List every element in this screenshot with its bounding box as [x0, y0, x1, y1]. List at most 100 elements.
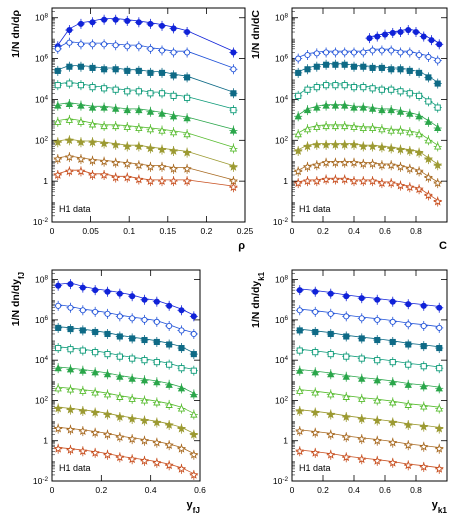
data-point — [65, 424, 76, 434]
data-point — [350, 49, 358, 56]
x-tick-label: 0.6 — [379, 226, 391, 236]
data-point — [378, 47, 385, 54]
data-point — [415, 112, 423, 120]
y-tick-label: 10-2 — [273, 217, 289, 228]
model-curve — [298, 177, 438, 201]
plot-frame — [291, 269, 448, 482]
data-point — [330, 174, 340, 184]
data-point — [378, 106, 386, 114]
y-tick-label: 104 — [275, 355, 288, 366]
data-point — [76, 137, 86, 147]
data-point — [153, 338, 160, 346]
data-point — [53, 423, 63, 433]
data-point — [66, 80, 73, 87]
data-point — [368, 141, 378, 151]
data-point — [53, 443, 63, 453]
data-point — [139, 456, 150, 465]
data-point — [414, 184, 424, 194]
data-point — [88, 120, 97, 128]
data-point — [312, 328, 319, 336]
data-point — [359, 123, 367, 132]
data-point — [64, 135, 74, 145]
y-tick-label: 106 — [275, 314, 288, 325]
y-tick-label: 104 — [35, 355, 48, 366]
data-point — [90, 448, 100, 457]
data-point — [350, 122, 358, 131]
data-point — [134, 160, 144, 170]
x-tick-label: 0.4 — [348, 485, 360, 495]
data-point — [313, 103, 321, 111]
data-point — [115, 452, 125, 462]
y-tick-label: 108 — [35, 274, 48, 285]
series-group — [53, 14, 238, 193]
data-point — [158, 126, 166, 134]
data-point — [415, 130, 423, 138]
data-point — [177, 384, 186, 392]
data-point — [177, 404, 186, 412]
x-tick-label: 0.2 — [200, 226, 212, 236]
data-point — [420, 402, 428, 410]
data-point — [55, 302, 62, 309]
data-point — [66, 63, 73, 70]
data-point — [67, 346, 74, 353]
data-point — [124, 17, 131, 24]
model-curve — [299, 369, 440, 388]
data-point — [229, 126, 238, 134]
x-tick-label: 0.8 — [410, 485, 422, 495]
model-curve — [299, 389, 440, 408]
data-point — [104, 288, 111, 295]
data-point — [170, 49, 177, 56]
data-point — [294, 130, 302, 138]
data-point — [183, 130, 191, 138]
data-point — [327, 290, 334, 297]
panel-2: 108 106 104 102 1 10-20 0.2 0.4 0.6 0.8 C 1/N dn/dC… — [250, 7, 448, 252]
data-point — [358, 159, 368, 168]
data-point — [312, 308, 319, 315]
y-tick-label: 102 — [35, 395, 48, 406]
data-point — [79, 284, 86, 291]
data-point — [349, 176, 359, 186]
y-tick-label: 106 — [35, 314, 48, 325]
data-point — [405, 26, 412, 34]
data-point — [358, 335, 365, 342]
data-point — [65, 404, 76, 414]
data-point — [388, 458, 398, 467]
data-point — [350, 63, 358, 70]
data-point — [101, 85, 108, 92]
data-point — [230, 107, 237, 114]
x-tick-label: 0 — [50, 226, 55, 236]
data-point — [312, 349, 319, 356]
data-point — [395, 180, 406, 190]
data-point — [100, 103, 108, 111]
data-point — [436, 365, 443, 372]
data-point — [302, 162, 313, 171]
data-point — [403, 460, 413, 470]
data-point — [322, 101, 330, 109]
data-point — [165, 380, 173, 388]
data-point — [388, 86, 395, 93]
x-tick-label: 0.4 — [348, 226, 360, 236]
data-point — [405, 146, 415, 155]
data-point — [139, 415, 150, 425]
data-point — [229, 144, 238, 152]
data-point — [322, 121, 330, 130]
data-point — [230, 49, 237, 56]
data-point — [182, 176, 192, 186]
model-curve — [299, 308, 440, 328]
annotation-text: H1 data — [299, 204, 331, 214]
data-point — [66, 26, 73, 34]
data-point — [377, 142, 387, 152]
data-point — [153, 398, 161, 406]
data-point — [66, 39, 73, 46]
data-point — [389, 398, 397, 406]
data-point — [129, 315, 136, 322]
data-point — [330, 140, 340, 149]
data-point — [152, 417, 162, 427]
data-point — [349, 157, 359, 167]
data-point — [395, 144, 406, 154]
data-point — [405, 341, 412, 348]
data-point — [423, 190, 433, 200]
data-point — [115, 412, 125, 421]
data-point — [360, 63, 367, 70]
data-point — [190, 351, 197, 358]
